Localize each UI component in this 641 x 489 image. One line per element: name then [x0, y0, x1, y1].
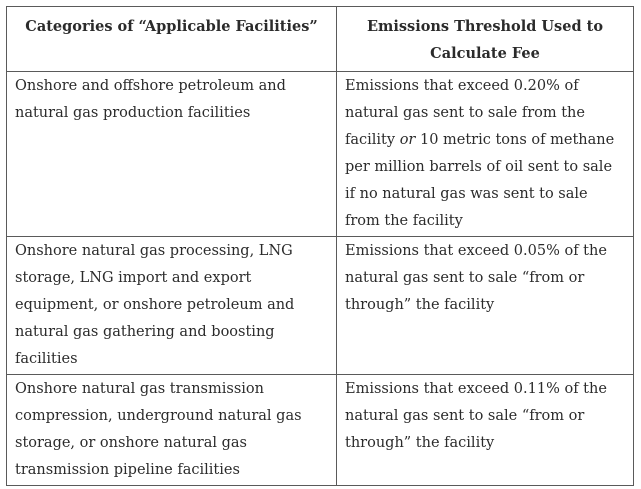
category-cell: Onshore natural gas processing, LNG stor… — [6, 236, 337, 375]
threshold-text: Emissions that exceed 0.20% of natural g… — [345, 78, 585, 148]
category-cell: Onshore and offshore petroleum and natur… — [6, 71, 337, 237]
table-row: Onshore and offshore petroleum and natur… — [6, 71, 634, 237]
threshold-emphasis: or — [399, 132, 416, 148]
header-categories: Categories of “Applicable Facilities” — [6, 6, 337, 72]
category-cell: Onshore natural gas transmission compres… — [6, 374, 337, 486]
emissions-fee-table: Categories of “Applicable Facilities” Em… — [6, 6, 634, 486]
table-row: Onshore natural gas processing, LNG stor… — [6, 236, 634, 375]
threshold-cell: Emissions that exceed 0.11% of the natur… — [336, 374, 634, 486]
table-header-row: Categories of “Applicable Facilities” Em… — [6, 6, 634, 72]
table-row: Onshore natural gas transmission compres… — [6, 374, 634, 486]
threshold-cell: Emissions that exceed 0.20% of natural g… — [336, 71, 634, 237]
threshold-cell: Emissions that exceed 0.05% of the natur… — [336, 236, 634, 375]
header-emissions-threshold: Emissions Threshold Used to Calculate Fe… — [336, 6, 634, 72]
threshold-text-continued: 10 metric tons of methane per million ba… — [345, 132, 615, 229]
